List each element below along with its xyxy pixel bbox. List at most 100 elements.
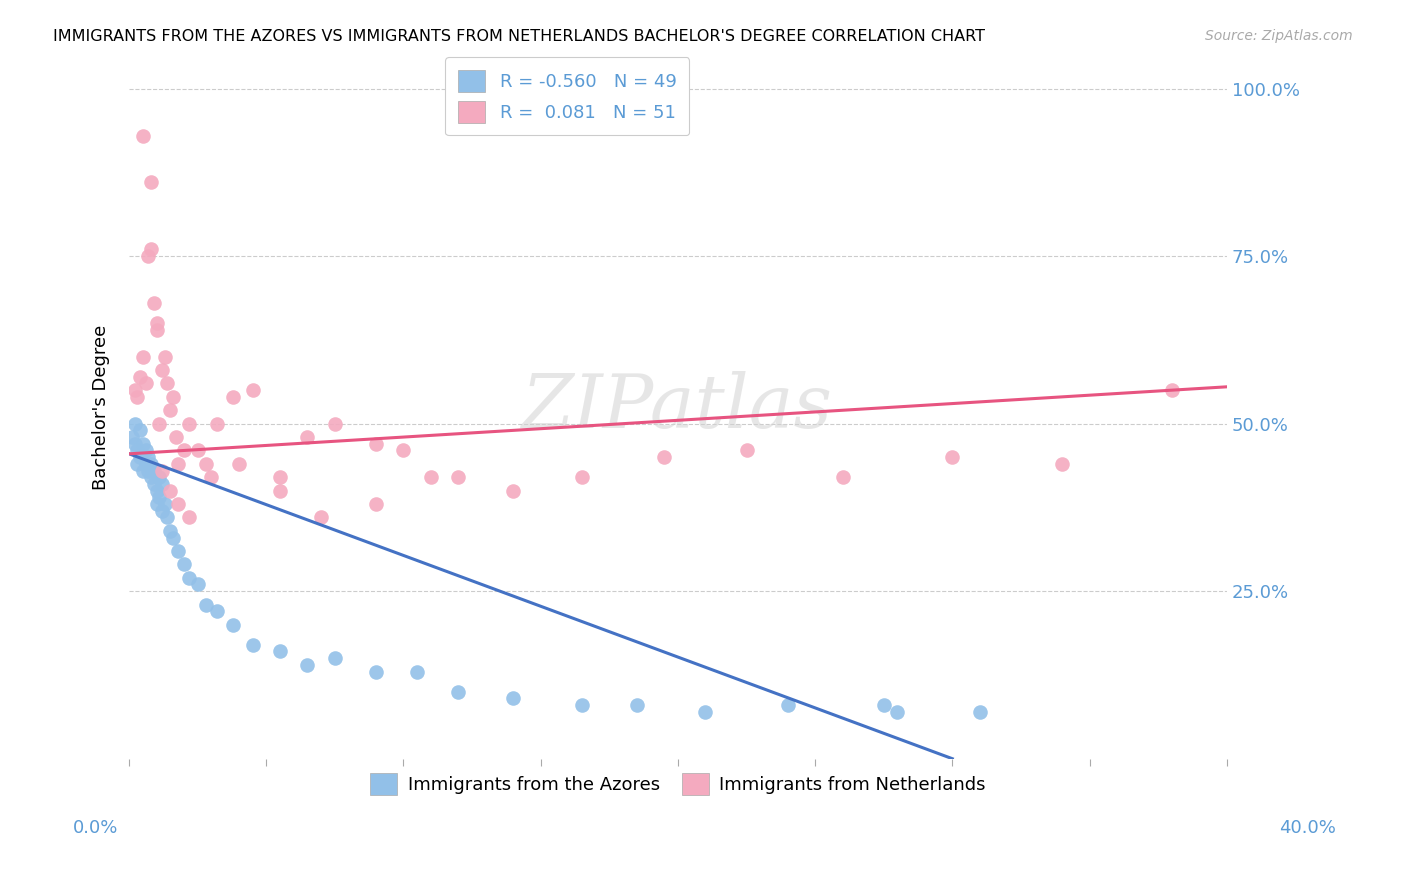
Point [148,470,170,484]
Point [165,430,187,444]
Point [571,470,593,484]
Point [242,383,264,397]
Point [364,437,387,451]
Point [242,638,264,652]
Point [139,470,162,484]
Point [127,390,149,404]
Point [135,376,157,391]
Point [162,531,184,545]
Point [167,457,190,471]
Point [297,430,319,444]
Point [136,450,159,465]
Text: Source: ZipAtlas.com: Source: ZipAtlas.com [1205,29,1353,43]
Point [205,604,228,618]
Point [167,544,190,558]
Point [406,665,429,679]
Point [121,430,143,444]
Point [194,457,217,471]
Point [124,417,146,431]
Point [228,457,250,471]
Point [156,376,179,391]
Point [159,524,181,538]
Point [129,369,152,384]
Point [135,457,157,471]
Point [187,577,209,591]
Point [150,477,173,491]
Point [142,477,165,491]
Point [156,510,179,524]
Point [148,491,170,505]
Point [323,417,346,431]
Point [222,617,245,632]
Point [392,443,415,458]
Point [124,437,146,451]
Point [364,665,387,679]
Point [145,323,167,337]
Point [222,390,245,404]
Point [150,464,173,478]
Point [136,464,159,478]
Point [135,443,157,458]
Point [187,443,209,458]
Text: 0.0%: 0.0% [73,819,118,837]
Legend: Immigrants from the Azores, Immigrants from Netherlands: Immigrants from the Azores, Immigrants f… [363,766,993,803]
Point [502,691,524,706]
Point [735,443,758,458]
Point [132,464,155,478]
Point [148,417,170,431]
Point [132,437,155,451]
Point [142,464,165,478]
Point [502,483,524,498]
Point [127,457,149,471]
Point [364,497,387,511]
Point [159,483,181,498]
Point [179,510,201,524]
Point [776,698,799,712]
Point [127,443,149,458]
Point [309,510,332,524]
Point [873,698,896,712]
Point [139,457,162,471]
Point [129,423,152,437]
Point [139,243,162,257]
Point [153,497,176,511]
Point [150,363,173,377]
Point [269,470,291,484]
Point [695,705,717,719]
Point [139,176,162,190]
Point [323,651,346,665]
Point [831,470,853,484]
Point [200,470,222,484]
Point [269,644,291,658]
Point [969,705,991,719]
Point [145,497,167,511]
Point [571,698,593,712]
Point [205,417,228,431]
Point [132,128,155,143]
Point [150,504,173,518]
Point [269,483,291,498]
Point [941,450,963,465]
Point [145,316,167,330]
Y-axis label: Bachelor's Degree: Bachelor's Degree [93,325,110,490]
Point [297,657,319,672]
Point [626,698,648,712]
Point [145,483,167,498]
Point [652,450,675,465]
Point [124,383,146,397]
Point [447,684,470,698]
Point [194,598,217,612]
Point [153,350,176,364]
Text: IMMIGRANTS FROM THE AZORES VS IMMIGRANTS FROM NETHERLANDS BACHELOR'S DEGREE CORR: IMMIGRANTS FROM THE AZORES VS IMMIGRANTS… [53,29,986,44]
Point [419,470,441,484]
Point [1050,457,1073,471]
Point [173,558,195,572]
Point [179,417,201,431]
Point [179,571,201,585]
Point [167,497,190,511]
Point [142,296,165,310]
Text: 40.0%: 40.0% [1279,819,1336,837]
Point [132,350,155,364]
Point [173,443,195,458]
Point [129,450,152,465]
